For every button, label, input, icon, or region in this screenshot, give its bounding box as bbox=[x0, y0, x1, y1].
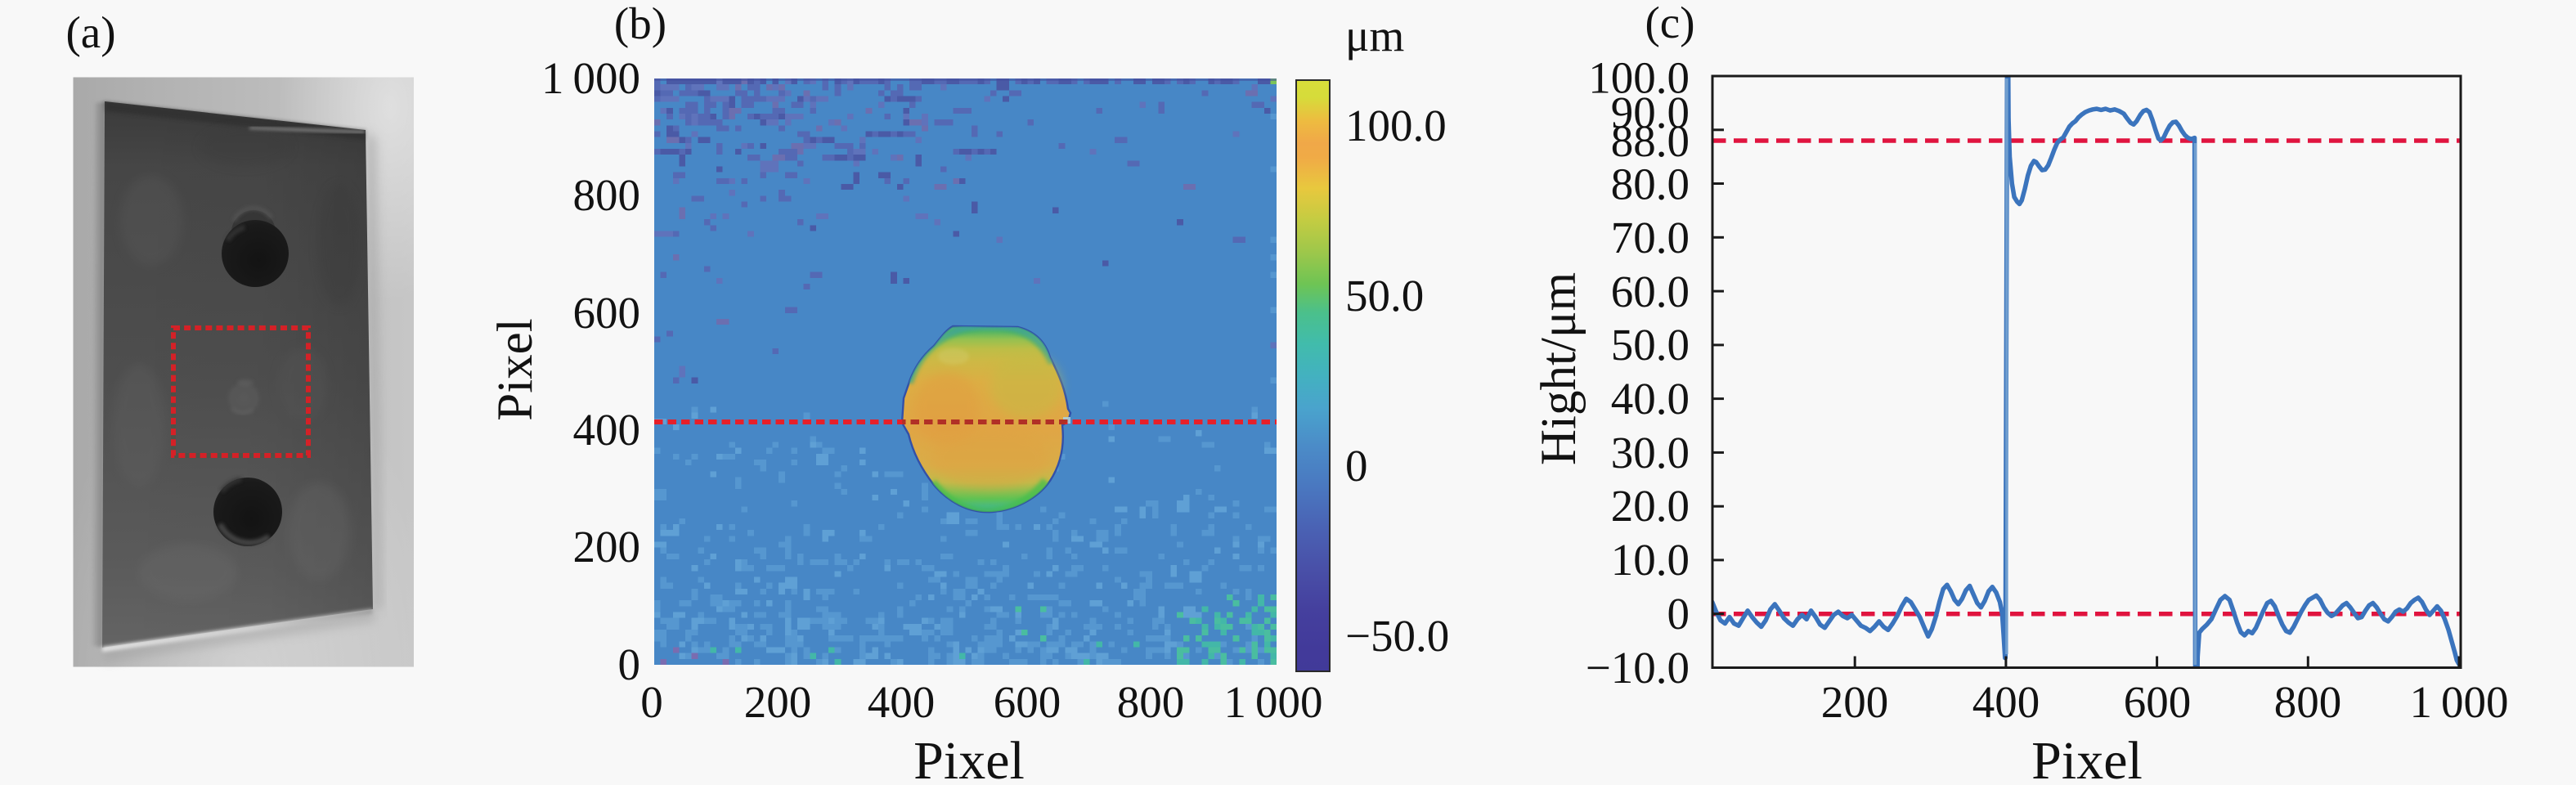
svg-text:0: 0 bbox=[1345, 441, 1368, 491]
svg-text:−10.0: −10.0 bbox=[1586, 643, 1690, 693]
svg-text:50.0: 50.0 bbox=[1345, 271, 1424, 321]
svg-text:(b): (b) bbox=[614, 0, 666, 48]
svg-text:80.0: 80.0 bbox=[1611, 159, 1690, 209]
svg-text:Pixel: Pixel bbox=[913, 731, 1025, 785]
svg-text:10.0: 10.0 bbox=[1611, 535, 1690, 585]
svg-text:100.0: 100.0 bbox=[1588, 53, 1690, 103]
svg-text:0: 0 bbox=[618, 639, 641, 689]
svg-text:30.0: 30.0 bbox=[1611, 428, 1690, 478]
svg-text:(a): (a) bbox=[65, 7, 115, 57]
svg-text:1 000: 1 000 bbox=[541, 53, 640, 103]
svg-text:50.0: 50.0 bbox=[1611, 320, 1690, 370]
svg-text:600: 600 bbox=[994, 677, 1061, 727]
svg-text:400: 400 bbox=[868, 677, 936, 727]
svg-text:100.0: 100.0 bbox=[1345, 101, 1447, 150]
svg-text:200: 200 bbox=[744, 677, 812, 727]
svg-text:Pixel: Pixel bbox=[2031, 731, 2143, 785]
svg-text:Hight/μm: Hight/μm bbox=[1532, 272, 1586, 465]
svg-text:μm: μm bbox=[1345, 11, 1404, 61]
svg-text:400: 400 bbox=[573, 405, 641, 455]
svg-text:20.0: 20.0 bbox=[1611, 481, 1690, 531]
svg-text:70.0: 70.0 bbox=[1611, 213, 1690, 262]
svg-text:0: 0 bbox=[640, 677, 663, 727]
svg-text:60.0: 60.0 bbox=[1611, 267, 1690, 316]
svg-text:200: 200 bbox=[1821, 677, 1889, 727]
svg-text:40.0: 40.0 bbox=[1611, 374, 1690, 424]
svg-text:1 000: 1 000 bbox=[1223, 677, 1322, 727]
svg-text:400: 400 bbox=[1972, 677, 2040, 727]
svg-text:Pixel: Pixel bbox=[488, 318, 543, 420]
svg-text:800: 800 bbox=[573, 170, 641, 220]
svg-text:88.0: 88.0 bbox=[1611, 116, 1690, 166]
svg-text:(c): (c) bbox=[1645, 0, 1694, 47]
svg-text:200: 200 bbox=[573, 522, 641, 572]
svg-text:90.0: 90.0 bbox=[1611, 87, 1690, 137]
svg-text:1 000: 1 000 bbox=[2409, 677, 2508, 727]
svg-text:800: 800 bbox=[2274, 677, 2342, 727]
svg-text:600: 600 bbox=[2124, 677, 2192, 727]
svg-text:0: 0 bbox=[1667, 589, 1690, 639]
svg-text:−50.0: −50.0 bbox=[1345, 611, 1449, 661]
svg-text:800: 800 bbox=[1117, 677, 1185, 727]
svg-text:600: 600 bbox=[573, 288, 641, 338]
